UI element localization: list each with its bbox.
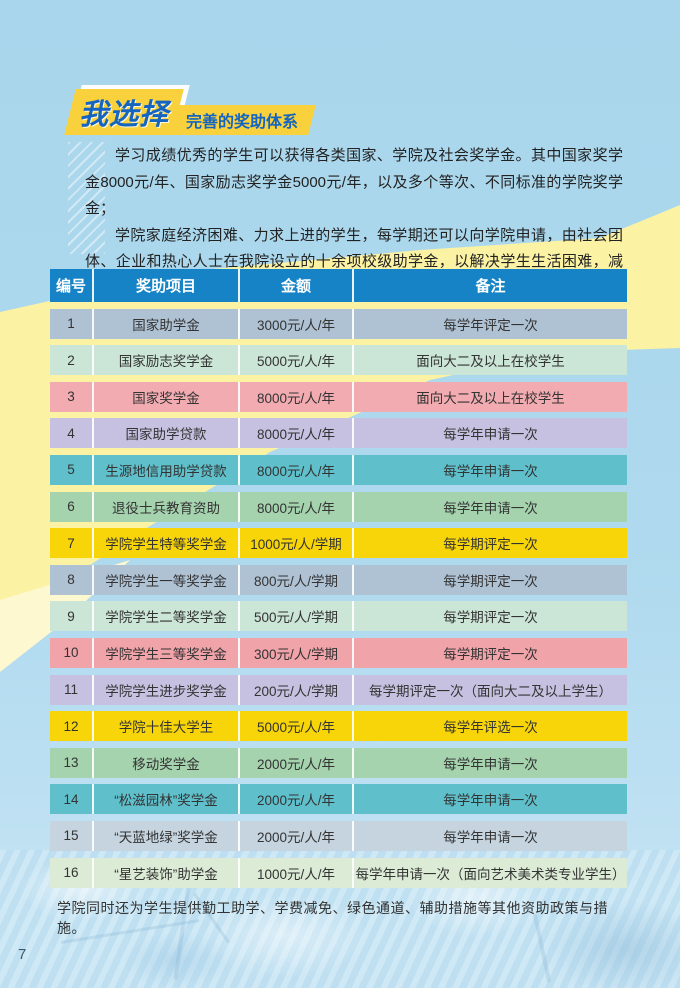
cell-note: 每学年申请一次 bbox=[352, 491, 627, 522]
cell-amount: 8000元/人/年 bbox=[238, 491, 352, 522]
header-project: 奖助项目 bbox=[92, 269, 238, 302]
cell-number: 14 bbox=[63, 791, 79, 807]
cell-project: 学院十佳大学生 bbox=[92, 711, 238, 742]
table-row: 5 生源地信用助学贷款 8000元/人/年 每学年申请一次 bbox=[50, 454, 627, 485]
cell-note: 每学期评定一次 bbox=[352, 601, 627, 632]
cell-project: 国家助学金 bbox=[92, 308, 238, 339]
cell-number: 16 bbox=[63, 865, 79, 880]
cell-number: 5 bbox=[67, 462, 75, 478]
table-header-row: 编号 奖助项目 金额 备注 bbox=[50, 269, 627, 302]
cell-amount: 8000元/人/年 bbox=[238, 381, 352, 412]
table-row: 11 学院学生进步奖学金 200元/人/学期 每学期评定一次（面向大二及以上学生… bbox=[50, 674, 627, 705]
cell-project: 国家励志奖学金 bbox=[92, 345, 238, 376]
cell-note: 每学年申请一次 bbox=[352, 418, 627, 449]
cell-project: “星艺装饰”助学金 bbox=[92, 857, 238, 888]
cell-number: 1 bbox=[67, 316, 75, 332]
cell-project: 学院学生三等奖学金 bbox=[92, 637, 238, 668]
cell-project: 学院学生二等奖学金 bbox=[92, 601, 238, 632]
table-row: 3 国家奖学金 8000元/人/年 面向大二及以上在校学生 bbox=[50, 381, 627, 412]
table-row: 9 学院学生二等奖学金 500元/人/学期 每学期评定一次 bbox=[50, 601, 627, 632]
table-row: 7 学院学生特等奖学金 1000元/人/学期 每学期评定一次 bbox=[50, 528, 627, 559]
intro-paragraph-1: 学习成绩优秀的学生可以获得各类国家、学院及社会奖学金。其中国家奖学金8000元/… bbox=[85, 147, 623, 217]
cell-note: 每学期评定一次 bbox=[352, 564, 627, 595]
cell-amount: 300元/人/学期 bbox=[238, 637, 352, 668]
cell-amount: 2000元/人/年 bbox=[238, 820, 352, 851]
cell-note: 面向大二及以上在校学生 bbox=[352, 345, 627, 376]
cell-amount: 5000元/人/年 bbox=[238, 711, 352, 742]
cell-project: 移动奖学金 bbox=[92, 747, 238, 778]
table-row: 12 学院十佳大学生 5000元/人/年 每学年评选一次 bbox=[50, 711, 627, 742]
footer-note: 学院同时还为学生提供勤工助学、学费减免、绿色通道、辅助措施等其他资助政策与措施。 bbox=[57, 900, 608, 936]
cell-amount: 1000元/人/学期 bbox=[238, 528, 352, 559]
cell-number: 12 bbox=[63, 718, 79, 734]
scholarship-table-body: 1 国家助学金 3000元/人/年 每学年评定一次 2 国家励志奖学金 5000… bbox=[50, 308, 627, 888]
cell-amount: 5000元/人/年 bbox=[238, 345, 352, 376]
section-title: 我选择 bbox=[78, 99, 169, 131]
cell-amount: 3000元/人/年 bbox=[238, 308, 352, 339]
table-row: 15 “天蓝地绿”奖学金 2000元/人/年 每学年申请一次 bbox=[50, 820, 627, 851]
cell-note: 每学年申请一次 bbox=[352, 784, 627, 815]
cell-project: 退役士兵教育资助 bbox=[92, 491, 238, 522]
cell-project: “天蓝地绿”奖学金 bbox=[92, 820, 238, 851]
cell-amount: 8000元/人/年 bbox=[238, 418, 352, 449]
cell-number: 13 bbox=[63, 755, 79, 771]
cell-project: “松滋园林”奖学金 bbox=[92, 784, 238, 815]
cell-note: 每学年申请一次 bbox=[352, 747, 627, 778]
cell-project: 学院学生特等奖学金 bbox=[92, 528, 238, 559]
header-note: 备注 bbox=[352, 269, 627, 302]
cell-number: 11 bbox=[63, 682, 78, 698]
cell-number: 9 bbox=[67, 608, 75, 624]
table-row: 8 学院学生一等奖学金 800元/人/学期 每学期评定一次 bbox=[50, 564, 627, 595]
cell-note: 每学期评定一次（面向大二及以上学生） bbox=[352, 674, 627, 705]
table-row: 6 退役士兵教育资助 8000元/人/年 每学年申请一次 bbox=[50, 491, 627, 522]
header-amount: 金额 bbox=[238, 269, 352, 302]
cell-project: 国家奖学金 bbox=[92, 381, 238, 412]
section-title-badge: 我选择 bbox=[64, 89, 184, 135]
cell-note: 每学年申请一次（面向艺术美术类专业学生） bbox=[352, 857, 627, 888]
cell-note: 每学年评选一次 bbox=[352, 711, 627, 742]
cell-amount: 8000元/人/年 bbox=[238, 454, 352, 485]
cell-note: 每学年申请一次 bbox=[352, 454, 627, 485]
cell-number: 10 bbox=[63, 645, 79, 661]
cell-note: 每学期评定一次 bbox=[352, 637, 627, 668]
cell-project: 学院学生一等奖学金 bbox=[92, 564, 238, 595]
table-row: 16 “星艺装饰”助学金 1000元/人/年 每学年申请一次（面向艺术美术类专业… bbox=[50, 857, 627, 888]
cell-amount: 2000元/人/年 bbox=[238, 747, 352, 778]
cell-note: 每学期评定一次 bbox=[352, 528, 627, 559]
header-number: 编号 bbox=[55, 278, 86, 295]
scholarship-table: 编号 奖助项目 金额 备注 1 国家助学金 3000元/人/年 每学年评定一次 … bbox=[50, 269, 627, 888]
cell-number: 3 bbox=[67, 389, 75, 405]
table-row: 10 学院学生三等奖学金 300元/人/学期 每学期评定一次 bbox=[50, 637, 627, 668]
section-subtitle-badge: 完善的奖助体系 bbox=[168, 105, 316, 135]
cell-amount: 2000元/人/年 bbox=[238, 784, 352, 815]
section-subtitle: 完善的奖助体系 bbox=[185, 114, 298, 131]
cell-project: 生源地信用助学贷款 bbox=[92, 454, 238, 485]
table-row: 2 国家励志奖学金 5000元/人/年 面向大二及以上在校学生 bbox=[50, 345, 627, 376]
cell-project: 国家助学贷款 bbox=[92, 418, 238, 449]
diagonal-hatch-decoration bbox=[68, 142, 105, 254]
cell-amount: 200元/人/学期 bbox=[238, 674, 352, 705]
table-row: 1 国家助学金 3000元/人/年 每学年评定一次 bbox=[50, 308, 627, 339]
cell-number: 4 bbox=[67, 425, 75, 441]
table-row: 14 “松滋园林”奖学金 2000元/人/年 每学年申请一次 bbox=[50, 784, 627, 815]
cell-number: 15 bbox=[63, 828, 79, 844]
cell-amount: 1000元/人/年 bbox=[238, 857, 352, 888]
cell-note: 每学年评定一次 bbox=[352, 308, 627, 339]
cell-note: 每学年申请一次 bbox=[352, 820, 627, 851]
cell-project: 学院学生进步奖学金 bbox=[92, 674, 238, 705]
cell-number: 6 bbox=[67, 499, 75, 515]
cell-number: 7 bbox=[67, 535, 75, 551]
cell-amount: 800元/人/学期 bbox=[238, 564, 352, 595]
table-row: 4 国家助学贷款 8000元/人/年 每学年申请一次 bbox=[50, 418, 627, 449]
cell-number: 2 bbox=[67, 352, 75, 368]
table-row: 13 移动奖学金 2000元/人/年 每学年申请一次 bbox=[50, 747, 627, 778]
cell-number: 8 bbox=[67, 572, 75, 588]
page-number: 7 bbox=[18, 946, 27, 963]
cell-amount: 500元/人/学期 bbox=[238, 601, 352, 632]
cell-note: 面向大二及以上在校学生 bbox=[352, 381, 627, 412]
